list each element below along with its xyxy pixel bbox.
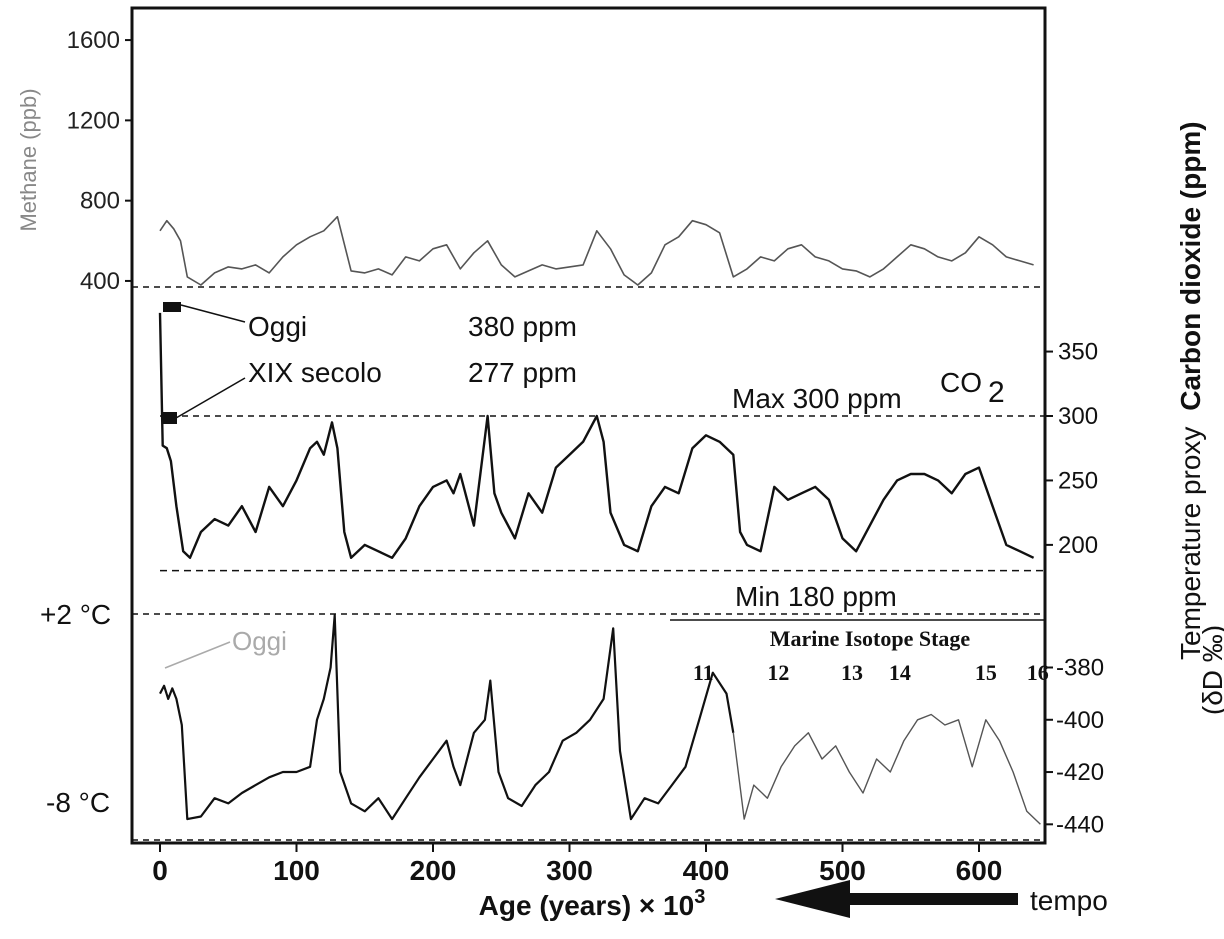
co2-axis-ticks: 350 300 250 200 — [1045, 339, 1098, 559]
mis-stage-label: 13 — [841, 660, 863, 685]
co2-line — [158, 312, 1035, 559]
mis-stage-label: 15 — [975, 660, 997, 685]
temperature-tick-label: -400 — [1056, 707, 1104, 734]
temperature-series — [159, 614, 1041, 825]
temperature-line-older — [732, 713, 1041, 825]
x-tick-label: 100 — [273, 855, 320, 886]
methane-tick-label: 1200 — [67, 107, 120, 134]
temperature-axis-ticks: -380 -400 -420 -440 — [1045, 655, 1104, 838]
x-tick-label: 0 — [152, 855, 168, 886]
co2-xix-value: 277 ppm — [468, 357, 577, 388]
co2-tick-label: 350 — [1058, 339, 1098, 366]
time-arrow-head — [775, 880, 850, 918]
co2-xix-label: XIX secolo — [248, 357, 382, 388]
methane-axis-ticks: 1600 1200 800 400 — [67, 27, 132, 295]
co2-tick-label: 300 — [1058, 403, 1098, 430]
x-axis-label-superscript: 3 — [694, 886, 705, 908]
mis-stage-label: 16 — [1027, 660, 1049, 685]
co2-max-label: Max 300 ppm — [732, 383, 902, 414]
methane-tick-label: 800 — [80, 188, 120, 215]
temp-today-pointer — [164, 641, 231, 669]
methane-line — [159, 215, 1034, 286]
time-arrow-shaft — [840, 893, 1018, 905]
co2-today-value: 380 ppm — [468, 311, 577, 342]
mis-stage-label: 11 — [693, 660, 714, 685]
time-arrow-label: tempo — [1030, 885, 1108, 916]
co2-min-label: Min 180 ppm — [735, 581, 897, 612]
co2-symbol: CO 2 — [940, 367, 1005, 409]
plot-frame — [130, 6, 1047, 845]
x-tick-label: 600 — [956, 855, 1003, 886]
temperature-line-recent — [159, 614, 735, 821]
x-tick-label: 500 — [819, 855, 866, 886]
xix-pointer — [175, 377, 246, 419]
methane-tick-label: 400 — [80, 268, 120, 295]
x-tick-label: 200 — [410, 855, 457, 886]
mis-stage-label: 14 — [889, 660, 911, 685]
co2-axis-label: Carbon dioxide (ppm) — [1175, 121, 1206, 410]
temperature-proxy-text: Temperature proxy — [1175, 427, 1206, 660]
methane-tick-label: 1600 — [67, 27, 120, 54]
x-axis-label-text: Age (years) × 10 — [479, 890, 695, 921]
co2-tick-label: 250 — [1058, 467, 1098, 494]
mis-stage-label: 12 — [767, 660, 789, 685]
co2-symbol-text: CO — [940, 367, 982, 398]
mis-title: Marine Isotope Stage — [770, 626, 971, 651]
mis-stage-labels: 11 12 13 14 15 16 — [693, 660, 1049, 685]
plus2-label: +2 °C — [40, 599, 111, 630]
minus8-label: -8 °C — [46, 787, 110, 818]
temperature-tick-label: -420 — [1056, 759, 1104, 786]
temperature-unit-label: (δD ‰) — [1197, 625, 1224, 715]
x-axis-ticks: 0 100 200 300 400 500 600 — [152, 843, 1002, 886]
x-axis-label: Age (years) × 103 — [479, 886, 706, 921]
temperature-tick-label: -380 — [1056, 655, 1104, 682]
co2-series — [158, 312, 1035, 559]
co2-today-label: Oggi — [248, 311, 307, 342]
today-pointer — [180, 304, 246, 323]
methane-series — [159, 215, 1034, 286]
temp-today-label: Oggi — [232, 626, 287, 656]
methane-axis-label: Methane (ppb) — [16, 88, 41, 231]
co2-tick-label: 200 — [1058, 532, 1098, 559]
x-tick-label: 400 — [683, 855, 730, 886]
today-marker — [163, 302, 181, 312]
temperature-proxy-axis-label: Temperature proxy Carbon dioxide (ppm) — [1175, 121, 1206, 660]
xix-marker — [163, 412, 177, 424]
temperature-tick-label: -440 — [1056, 811, 1104, 838]
co2-symbol-subscript: 2 — [988, 376, 1005, 409]
x-tick-label: 300 — [546, 855, 593, 886]
time-arrow — [775, 880, 1018, 918]
